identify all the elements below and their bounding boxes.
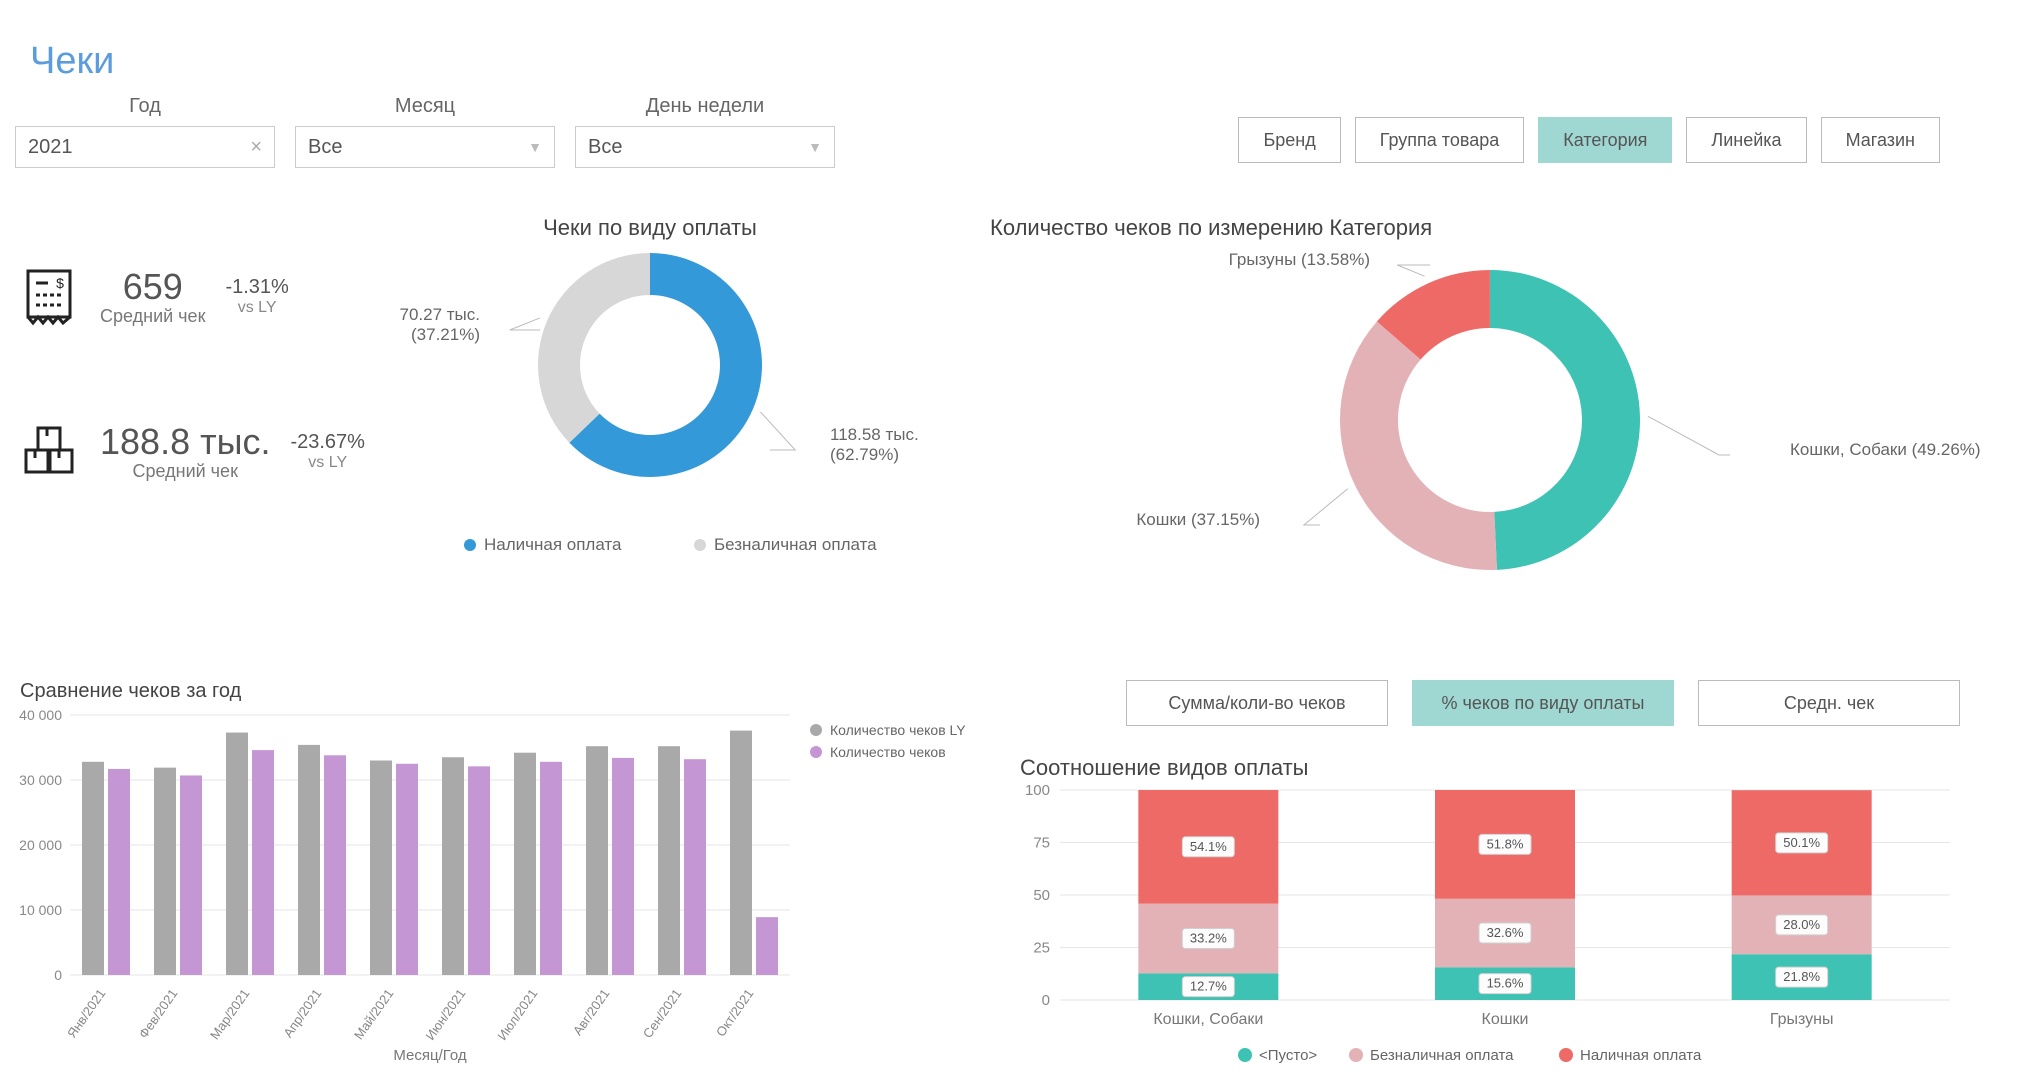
svg-text:51.8%: 51.8% [1487, 836, 1524, 851]
filter-dow: День недели Все ▼ [575, 95, 835, 168]
svg-text:40 000: 40 000 [19, 707, 62, 723]
filter-year: Год 2021 × [15, 95, 275, 168]
svg-text:75: 75 [1033, 835, 1050, 852]
svg-text:Месяц/Год: Месяц/Год [393, 1047, 467, 1064]
clear-icon[interactable]: × [250, 127, 262, 167]
kpi1-delta: -1.31% [225, 276, 288, 299]
svg-text:10 000: 10 000 [19, 902, 62, 918]
dimension-button-4[interactable]: Магазин [1821, 117, 1940, 163]
svg-text:50: 50 [1033, 887, 1050, 904]
chevron-down-icon: ▼ [808, 127, 822, 167]
svg-text:Июл/2021: Июл/2021 [494, 986, 540, 1043]
kpi1-label: Средний чек [100, 306, 205, 327]
kpi-avg-check-boxes: 188.8 тыс. Средний чек -23.67% vs LY [18, 420, 365, 482]
dimension-button-0[interactable]: Бренд [1238, 117, 1340, 163]
svg-text:Мар/2021: Мар/2021 [207, 986, 253, 1042]
filter-year-dropdown[interactable]: 2021 × [15, 126, 275, 168]
receipt-icon: $ [18, 265, 80, 327]
svg-text:33.2%: 33.2% [1190, 930, 1227, 945]
page-title: Чеки [30, 40, 114, 83]
svg-text:Окт/2021: Окт/2021 [713, 986, 757, 1039]
svg-text:Кошки (37.15%): Кошки (37.15%) [1136, 510, 1260, 529]
kpi1-delta-sub: vs LY [225, 299, 288, 317]
kpi1-value: 659 [100, 266, 205, 308]
svg-text:Наличная оплата: Наличная оплата [1580, 1047, 1702, 1064]
dimension-button-1[interactable]: Группа товара [1355, 117, 1525, 163]
donut1-title: Чеки по виду оплаты [380, 215, 920, 241]
filter-month-dropdown[interactable]: Все ▼ [295, 126, 555, 168]
svg-text:50.1%: 50.1% [1783, 835, 1820, 850]
svg-text:Май/2021: Май/2021 [351, 986, 397, 1042]
filter-month-label: Месяц [295, 95, 555, 118]
donut2-title: Количество чеков по измерению Категория [990, 215, 1750, 241]
svg-text:28.0%: 28.0% [1783, 917, 1820, 932]
svg-text:0: 0 [1042, 992, 1050, 1009]
filter-year-value: 2021 [28, 127, 73, 167]
svg-text:Количество чеков: Количество чеков [830, 744, 946, 760]
svg-text:21.8%: 21.8% [1783, 969, 1820, 984]
stacked-title: Соотношение видов оплаты [1020, 755, 1308, 781]
dimension-button-3[interactable]: Линейка [1686, 117, 1806, 163]
svg-text:Кошки: Кошки [1482, 1011, 1529, 1028]
svg-text:Сен/2021: Сен/2021 [640, 986, 685, 1041]
svg-text:<Пусто>: <Пусто> [1259, 1047, 1317, 1064]
svg-text:Янв/2021: Янв/2021 [64, 986, 108, 1040]
kpi2-label: Средний чек [100, 461, 270, 482]
svg-text:Фев/2021: Фев/2021 [136, 986, 181, 1041]
svg-text:Безналичная оплата: Безналичная оплата [714, 535, 877, 554]
svg-text:25: 25 [1033, 940, 1050, 957]
dimension-button-bar: Бренд Группа товара Категория Линейка Магази… [1238, 117, 1940, 163]
filter-month: Месяц Все ▼ [295, 95, 555, 168]
metric-button-0[interactable]: Сумма/коли-во чеков [1126, 680, 1388, 726]
svg-text:Кошки, Собаки: Кошки, Собаки [1153, 1011, 1263, 1028]
svg-text:12.7%: 12.7% [1190, 979, 1227, 994]
kpi2-delta: -23.67% [290, 431, 365, 454]
boxes-icon [18, 420, 80, 482]
svg-text:30 000: 30 000 [19, 772, 62, 788]
kpi-avg-check: $ 659 Средний чек -1.31% vs LY [18, 265, 289, 327]
svg-text:$: $ [56, 275, 64, 291]
svg-text:Наличная оплата: Наличная оплата [484, 535, 622, 554]
metric-button-bar: Сумма/коли-во чеков % чеков по виду оплат… [1126, 680, 1960, 726]
svg-text:Грызуны (13.58%): Грызуны (13.58%) [1229, 250, 1370, 269]
svg-text:Грызуны: Грызуны [1770, 1011, 1834, 1028]
svg-text:Авг/2021: Авг/2021 [570, 986, 613, 1038]
kpi2-value: 188.8 тыс. [100, 421, 270, 463]
filter-month-value: Все [308, 127, 342, 167]
filter-dow-label: День недели [575, 95, 835, 118]
metric-button-1[interactable]: % чеков по виду оплаты [1412, 680, 1674, 726]
filter-dow-dropdown[interactable]: Все ▼ [575, 126, 835, 168]
svg-text:20 000: 20 000 [19, 837, 62, 853]
svg-text:(37.21%): (37.21%) [411, 325, 480, 344]
svg-text:15.6%: 15.6% [1487, 976, 1524, 991]
svg-text:70.27 тыс.: 70.27 тыс. [400, 305, 481, 324]
barcompare-title: Сравнение чеков за год [20, 680, 241, 703]
svg-text:Июн/2021: Июн/2021 [422, 986, 468, 1043]
svg-text:0: 0 [54, 967, 62, 983]
chevron-down-icon: ▼ [528, 127, 542, 167]
filter-dow-value: Все [588, 127, 622, 167]
svg-text:100: 100 [1025, 782, 1050, 799]
svg-text:Безналичная оплата: Безналичная оплата [1370, 1047, 1514, 1064]
svg-text:Количество чеков LY: Количество чеков LY [830, 722, 966, 738]
svg-text:Кошки, Собаки (49.26%): Кошки, Собаки (49.26%) [1790, 440, 1981, 459]
dimension-button-2[interactable]: Категория [1538, 117, 1672, 163]
svg-text:118.58 тыс.: 118.58 тыс. [830, 425, 919, 444]
svg-text:32.6%: 32.6% [1487, 925, 1524, 940]
svg-text:Апр/2021: Апр/2021 [280, 986, 324, 1040]
svg-text:(62.79%): (62.79%) [830, 445, 899, 464]
kpi2-delta-sub: vs LY [290, 454, 365, 472]
filter-year-label: Год [15, 95, 275, 118]
metric-button-2[interactable]: Средн. чек [1698, 680, 1960, 726]
svg-text:54.1%: 54.1% [1190, 839, 1227, 854]
